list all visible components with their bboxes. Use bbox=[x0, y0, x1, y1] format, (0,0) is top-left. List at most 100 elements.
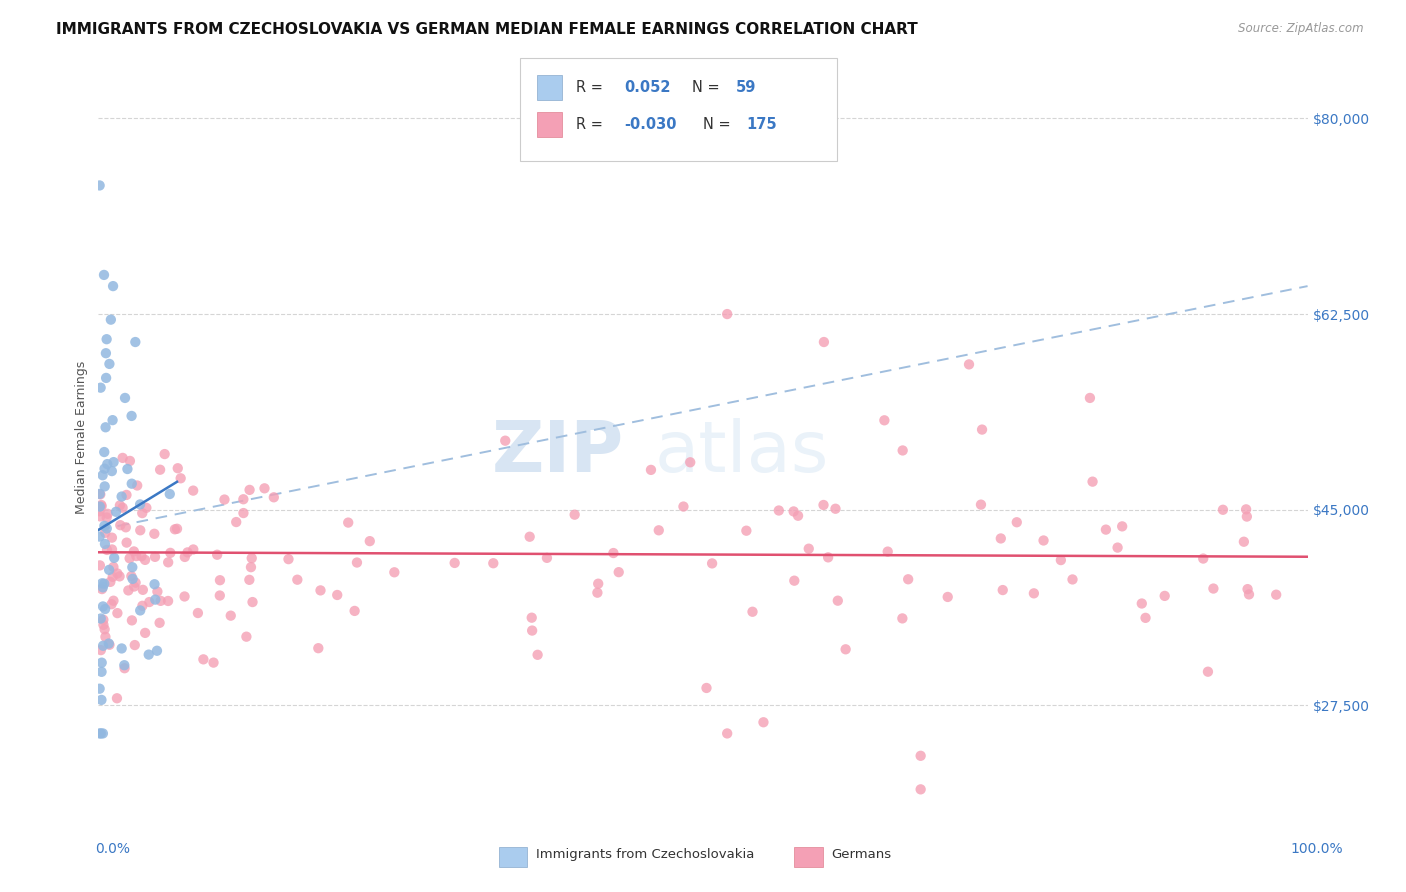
Point bbox=[125, 549, 148, 563]
Point bbox=[98, 357, 121, 371]
Point bbox=[97, 636, 120, 650]
Point bbox=[129, 497, 152, 511]
Point bbox=[359, 534, 381, 549]
Point bbox=[101, 464, 124, 478]
Text: N =: N = bbox=[703, 118, 735, 132]
Point bbox=[93, 622, 115, 636]
Point bbox=[90, 693, 112, 707]
Point bbox=[93, 617, 115, 632]
Point bbox=[208, 573, 231, 587]
Point bbox=[443, 556, 465, 570]
Text: 0.0%: 0.0% bbox=[96, 842, 131, 856]
Point bbox=[520, 610, 543, 624]
Point bbox=[121, 476, 143, 491]
Point bbox=[121, 560, 143, 574]
Text: IMMIGRANTS FROM CZECHOSLOVAKIA VS GERMAN MEDIAN FEMALE EARNINGS CORRELATION CHAR: IMMIGRANTS FROM CZECHOSLOVAKIA VS GERMAN… bbox=[56, 22, 918, 37]
Point bbox=[101, 531, 124, 545]
Point bbox=[797, 541, 820, 556]
Point bbox=[98, 563, 121, 577]
Point bbox=[93, 519, 115, 533]
Point bbox=[117, 462, 139, 476]
Point bbox=[326, 588, 349, 602]
Point bbox=[93, 461, 115, 475]
Point bbox=[1234, 502, 1257, 516]
Point bbox=[897, 572, 920, 586]
Point bbox=[94, 602, 117, 616]
Point bbox=[103, 550, 125, 565]
Point bbox=[157, 555, 180, 569]
Point bbox=[1107, 541, 1129, 555]
Point bbox=[112, 658, 135, 673]
Point bbox=[1197, 665, 1219, 679]
Point bbox=[1236, 509, 1258, 524]
Point bbox=[1081, 475, 1104, 489]
Point bbox=[90, 500, 112, 514]
Text: Immigrants from Czechoslovakia: Immigrants from Czechoslovakia bbox=[536, 848, 754, 861]
Point bbox=[181, 483, 204, 498]
Point bbox=[157, 594, 180, 608]
Point bbox=[89, 487, 111, 501]
Point bbox=[519, 530, 541, 544]
Point bbox=[1050, 553, 1073, 567]
Point bbox=[910, 782, 932, 797]
Point bbox=[202, 656, 225, 670]
Point bbox=[181, 542, 204, 557]
Point bbox=[817, 550, 839, 565]
Point bbox=[131, 599, 153, 613]
Point bbox=[1212, 502, 1234, 516]
Point bbox=[187, 606, 209, 620]
Point bbox=[991, 583, 1014, 598]
Point bbox=[90, 665, 112, 679]
Point bbox=[121, 409, 143, 423]
Point bbox=[834, 642, 856, 657]
Point bbox=[166, 522, 188, 536]
Point bbox=[768, 503, 790, 517]
Text: -0.030: -0.030 bbox=[624, 118, 676, 132]
Point bbox=[640, 463, 662, 477]
Point bbox=[813, 498, 835, 512]
Point bbox=[89, 509, 111, 524]
Point bbox=[94, 420, 117, 434]
Point bbox=[143, 526, 166, 541]
Point bbox=[824, 501, 846, 516]
Point bbox=[100, 597, 122, 611]
Point bbox=[101, 279, 124, 293]
Point bbox=[98, 574, 121, 589]
Text: N =: N = bbox=[692, 80, 724, 95]
Point bbox=[149, 615, 172, 630]
Point bbox=[163, 522, 186, 536]
Point bbox=[309, 583, 332, 598]
Point bbox=[159, 546, 181, 560]
Point bbox=[700, 557, 723, 571]
Point bbox=[346, 556, 368, 570]
Point bbox=[735, 524, 758, 538]
Point bbox=[876, 544, 898, 558]
Point bbox=[111, 641, 134, 656]
Point bbox=[827, 593, 849, 607]
Point bbox=[103, 593, 125, 607]
Point bbox=[679, 455, 702, 469]
Point bbox=[105, 505, 128, 519]
Point bbox=[873, 413, 896, 427]
Point bbox=[94, 525, 117, 540]
Point bbox=[94, 537, 117, 551]
Point bbox=[1135, 611, 1157, 625]
Point bbox=[93, 445, 115, 459]
Point bbox=[957, 358, 980, 372]
Text: Source: ZipAtlas.com: Source: ZipAtlas.com bbox=[1239, 22, 1364, 36]
Text: 100.0%: 100.0% bbox=[1291, 842, 1343, 856]
Point bbox=[91, 468, 114, 483]
Point bbox=[118, 454, 141, 468]
Point bbox=[382, 566, 405, 580]
Point bbox=[96, 332, 118, 346]
Point bbox=[1192, 551, 1215, 566]
Point bbox=[146, 584, 169, 599]
Point bbox=[93, 613, 115, 627]
Point bbox=[149, 463, 172, 477]
Point bbox=[105, 691, 128, 706]
Point bbox=[127, 478, 149, 492]
Point bbox=[89, 558, 111, 573]
Point bbox=[146, 644, 169, 658]
Point bbox=[1265, 588, 1288, 602]
Point bbox=[143, 577, 166, 591]
